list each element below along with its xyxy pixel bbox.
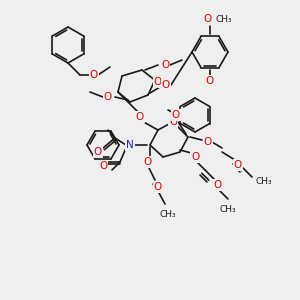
Text: O: O [172,110,180,120]
Text: CH₃: CH₃ [160,210,176,219]
Text: O: O [154,182,162,192]
Text: O: O [99,161,107,171]
Text: O: O [104,92,112,102]
Text: O: O [234,160,242,170]
Text: CH₃: CH₃ [255,178,272,187]
Text: CH₃: CH₃ [215,14,232,23]
Text: CH₃: CH₃ [220,205,236,214]
Text: O: O [204,137,212,147]
Text: O: O [206,76,214,86]
Text: N: N [126,140,134,150]
Text: O: O [204,14,212,24]
Text: O: O [94,147,102,157]
Text: O: O [169,117,177,127]
Text: O: O [144,157,152,167]
Text: O: O [214,180,222,190]
Text: O: O [161,60,169,70]
Text: O: O [136,112,144,122]
Text: O: O [191,152,199,162]
Text: O: O [154,77,162,87]
Text: O: O [90,70,98,80]
Text: O: O [162,80,170,90]
